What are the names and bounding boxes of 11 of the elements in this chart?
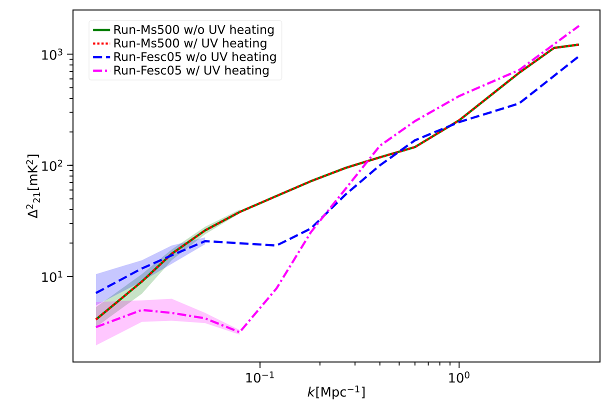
y-tick-label: 10$^{2}$ — [42, 160, 62, 171]
legend-label: Run-Fesc05 w/ UV heating — [114, 65, 269, 77]
x-tick-label: 10$^{−1}$ — [246, 371, 274, 383]
x-tick-label: 10$^{0}$ — [449, 371, 470, 383]
x-axis-title: k[Mpc$^{−1}$] — [308, 386, 365, 400]
legend-label: Run-Ms500 w/ UV heating — [114, 38, 266, 50]
legend-label: Run-Ms500 w/o UV heating — [114, 24, 274, 36]
y-tick-label: 10$^{3}$ — [42, 48, 62, 60]
y-axis-title: Δ$^{2}$$_{21}$[mK$^{2}$] — [26, 154, 40, 218]
legend-label: Run-Fesc05 w/o UV heating — [114, 52, 276, 64]
y-tick-label: 10$^{1}$ — [42, 270, 62, 282]
